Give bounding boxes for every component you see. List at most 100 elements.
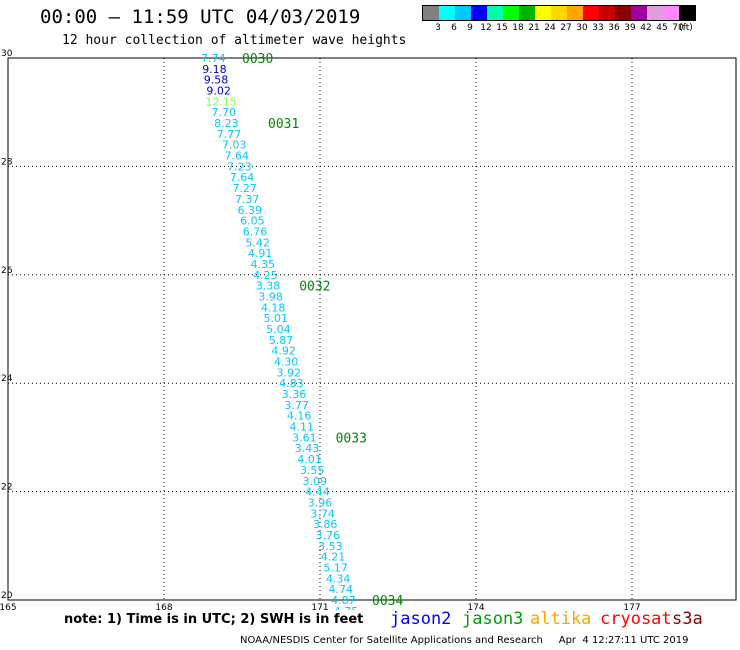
wave-height-point: 4.30 [274,356,299,369]
color-scale-label: 33 [592,23,604,33]
wave-height-point: 4.25 [253,269,278,282]
color-swatch [567,6,583,20]
footer-credit: NOAA/NESDIS Center for Satellite Applica… [240,635,689,646]
wave-height-point: 3.96 [308,496,333,509]
wave-height-point: 4.74 [329,583,354,596]
color-swatch [647,6,663,20]
color-swatch [471,6,487,20]
wave-height-point: 12.15 [205,95,237,108]
y-tick-label: 20 [1,591,13,601]
satellite-altika: altika [530,609,592,629]
satellite-cryosat: cryosat [600,609,672,629]
wave-height-point: 5.01 [264,312,289,325]
wave-height-point: 9.02 [206,85,231,98]
wave-height-point: 4.35 [251,258,276,271]
wave-height-point: 9.58 [204,74,229,87]
wave-height-point: 3.74 [310,507,335,520]
wave-height-point: 3.98 [258,290,283,303]
x-tick-label: 168 [155,603,172,610]
wave-height-point: 3.09 [303,475,328,488]
time-mark-label: 0032 [299,280,330,295]
color-swatch [503,6,519,20]
color-swatch [535,6,551,20]
y-tick-label: 30 [1,49,13,59]
wave-height-point: 5.42 [245,236,270,249]
wave-height-point: 3.38 [256,280,281,293]
color-swatch [663,6,679,20]
wave-height-point: 3.77 [284,399,309,412]
color-scale-label: 45 [656,23,668,33]
plot-frame [7,57,737,601]
chart-title: 00:00 – 11:59 UTC 04/03/2019 [40,6,361,28]
y-tick-label: 22 [1,483,12,493]
color-swatch [423,6,439,20]
wave-height-point: 8.23 [214,117,239,130]
wave-height-point: 4.92 [271,345,296,358]
color-scale-label: 6 [451,23,457,33]
wave-height-point: 7.03 [222,139,247,152]
color-scale-label: 24 [544,23,556,33]
wave-height-point: 4.18 [261,301,286,314]
y-tick-label: 28 [1,157,13,167]
color-scale-label: 36 [608,23,620,33]
wave-height-point: 7.64 [230,171,255,184]
color-scale-label: 70 [672,23,684,33]
y-tick-label: 24 [1,374,13,384]
color-swatch [599,6,615,20]
color-swatch [615,6,631,20]
color-scale-label: 42 [640,23,652,33]
wave-height-point: 7.27 [232,182,257,195]
time-mark-label: 0031 [268,117,299,132]
color-scale-label: 9 [467,23,473,33]
wave-height-point: 7.37 [235,193,260,206]
satellite-jason3: jason3 [462,609,524,629]
time-mark-label: 0034 [372,594,403,609]
color-scale-labels: 3 6 9 12 15 18 21 24 27 30 33 36 39 42 45 70 (ft) [422,21,696,35]
wave-height-point: 4.16 [287,410,312,423]
wave-height-point: 9.18 [202,63,227,76]
wave-height-point: 7.70 [212,106,237,119]
color-scale-swatches [422,5,696,21]
color-swatch [519,6,535,20]
x-tick-label: 171 [311,603,328,610]
color-scale-label: (ft) [679,23,693,33]
wave-height-point: 3.55 [300,464,325,477]
footer-note: note: 1) Time is in UTC; 2) SWH is in fe… [64,612,364,627]
wave-height-point: 7.77 [217,128,242,141]
wave-height-point: 4.11 [290,421,315,434]
color-swatch [439,6,455,20]
wave-height-point: 6.05 [240,215,265,228]
color-swatch [631,6,647,20]
x-tick-label: 165 [0,603,17,610]
wave-height-point: 3.76 [316,529,341,542]
wave-height-point: 7.74 [201,52,226,65]
time-mark-label: 0033 [336,431,367,446]
color-scale-label: 18 [512,23,524,33]
wave-height-point: 3.61 [292,431,317,444]
color-scale-label: 3 [435,23,441,33]
color-swatch [455,6,471,20]
color-scale-label: 15 [496,23,508,33]
color-scale-label: 27 [560,23,572,33]
wave-height-point: 3.92 [277,366,302,379]
wave-height-point: 3.43 [295,442,320,455]
chart-subtitle: 12 hour collection of altimeter wave hei… [62,33,407,48]
satellite-s3a: s3a [672,609,703,629]
wave-height-point: 4.87 [331,594,356,607]
x-tick-label: 174 [467,603,484,610]
color-scale-legend: 3 6 9 12 15 18 21 24 27 30 33 36 39 42 45 70 (ft) [422,5,696,35]
wave-height-point: 4.34 [326,572,351,585]
color-swatch [583,6,599,20]
wave-height-point: 6.39 [238,204,263,217]
color-swatch [679,6,695,20]
wave-height-point: 4.83 [279,377,304,390]
wave-height-point: 4.21 [321,551,346,564]
color-swatch [487,6,503,20]
wave-height-point: 7.64 [225,150,250,163]
wave-height-point: 6.76 [243,225,268,238]
time-mark-label: 0030 [242,52,273,67]
wave-height-point: 3.86 [313,518,338,531]
wave-height-point: 4.44 [305,486,330,499]
wave-height-point: 4.91 [248,247,273,260]
satellite-jason2: jason2 [390,609,452,629]
